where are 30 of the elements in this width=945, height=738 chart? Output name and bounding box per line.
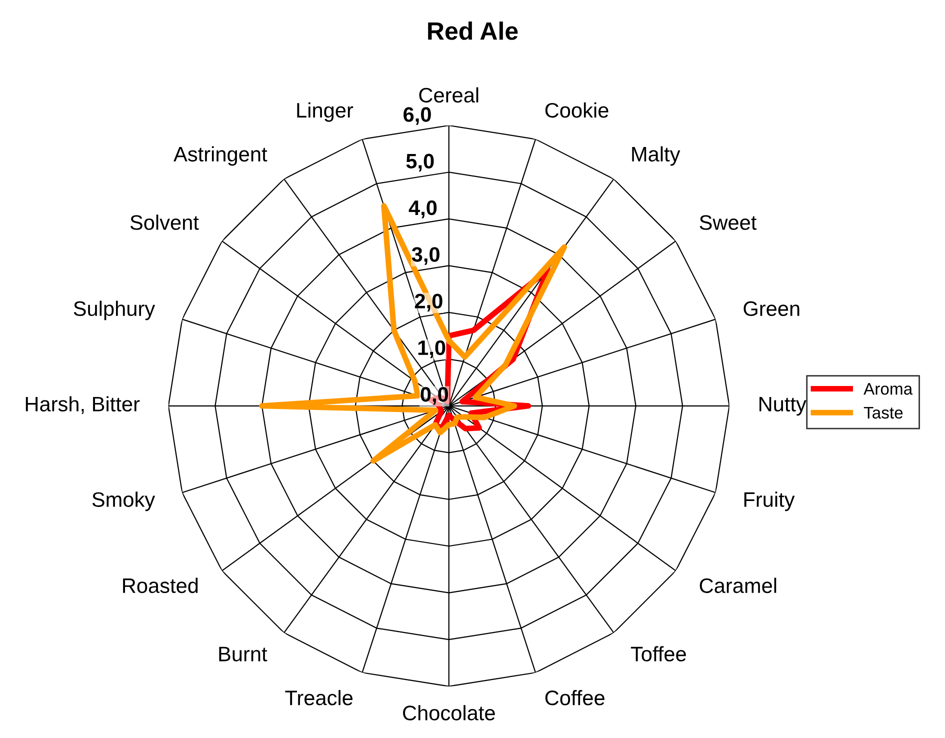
spoke-label: Chocolate (403, 705, 495, 720)
spoke-label: Malty (632, 146, 680, 166)
legend-label: Aroma (864, 383, 913, 395)
spoke-label: Harsh, Bitter (26, 396, 140, 414)
y-tick-label: 1,0 (418, 340, 446, 358)
spoke-label: Toffee (630, 646, 686, 662)
legend-label: Taste (864, 406, 903, 419)
spoke-label: Coffee (545, 690, 604, 706)
spoke-label: Burnt (219, 646, 268, 662)
spoke-label: Solvent (130, 214, 199, 230)
spoke-label: Astringent (174, 146, 268, 166)
spoke-label: Sulphury (74, 300, 156, 320)
y-tick-label: 4,0 (408, 200, 437, 218)
spoke-label: Treacle (285, 690, 352, 706)
chart-title: Red Ale (428, 22, 518, 40)
spoke-label: Sweet (700, 215, 757, 230)
y-tick-label: 6,0 (404, 107, 431, 125)
spoke-label: Nutty (759, 396, 806, 416)
spoke-label: Smoky (92, 492, 156, 512)
y-tick-label: 0,0 (420, 387, 448, 405)
spoke-label: Linger (297, 102, 354, 122)
spoke-label: Caramel (700, 578, 776, 594)
y-tick-label: 2,0 (414, 294, 442, 312)
spoke-label: Green (744, 301, 800, 316)
spoke-label: Cereal (419, 87, 478, 103)
spoke-label: Cookie (545, 102, 608, 118)
spoke-label: Roasted (123, 578, 198, 594)
y-tick-label: 5,0 (406, 154, 434, 172)
spoke-label: Fruity (744, 492, 795, 512)
y-tick-label: 3,0 (412, 247, 440, 265)
